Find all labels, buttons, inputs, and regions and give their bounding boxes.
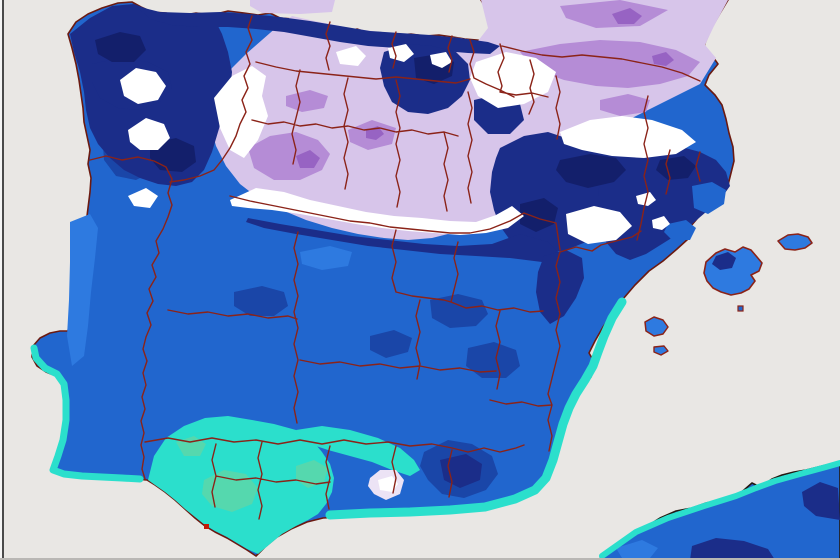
island-mallorca-navy-patch <box>712 252 736 270</box>
city-marker-red <box>204 524 209 529</box>
borders-south-provinces <box>144 195 642 520</box>
zone-guadalquivir-valley-cyan <box>296 426 420 476</box>
zone-sistema-central-navy-strip <box>246 218 560 262</box>
zone-cuenca-navy-arm <box>536 250 584 324</box>
zone-portugal-coast-bright-blue <box>67 214 352 366</box>
coast-strip-africa-cyan <box>599 460 840 559</box>
island-ibiza <box>644 316 669 337</box>
zone-purple-patches <box>248 0 700 180</box>
zone-catalonia-blue-patches <box>664 182 726 240</box>
coast-strip-portugal-cyan <box>30 344 144 483</box>
zone-africa-navy-patches <box>690 482 840 560</box>
zone-africa-bright-patch <box>616 540 658 558</box>
zone-granada-navy-core <box>440 454 482 488</box>
borders-north-east-provinces <box>251 43 701 241</box>
coast-strip-southeast-cyan <box>325 297 627 520</box>
island-formentera <box>653 345 669 356</box>
island-cabrera <box>737 305 744 312</box>
zone-north-coast-navy-strip <box>136 6 500 54</box>
frame-left-dark <box>2 0 4 560</box>
zone-sierra-nevada-white-core <box>378 476 398 492</box>
zone-teal-patches <box>176 436 328 512</box>
island-menorca <box>777 233 813 251</box>
zone-white-snow-patches <box>120 44 696 244</box>
zone-coast-bleed-lavender <box>250 0 335 14</box>
frame-bottom-edge <box>0 558 840 560</box>
frame-left-light <box>0 0 2 560</box>
borders-west-provinces <box>89 15 515 480</box>
